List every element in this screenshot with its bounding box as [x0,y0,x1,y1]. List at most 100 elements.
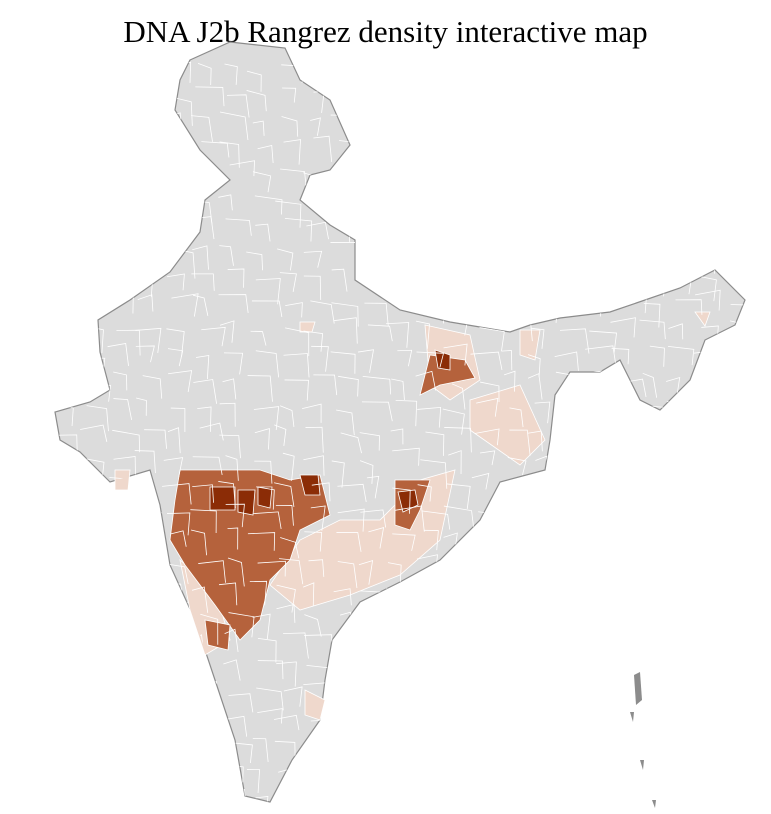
district-border [358,112,372,131]
district-border [640,791,661,802]
district-border [257,144,274,164]
district-border [115,718,137,734]
district-border [78,69,100,94]
district-border [696,579,708,600]
region-high-1[interactable] [209,486,236,511]
district-border [386,85,407,106]
district-border [481,664,507,687]
district-border [285,327,310,357]
island[interactable] [652,800,656,808]
district-border [582,121,603,139]
district-border [589,330,618,353]
district-border [641,583,670,602]
district-border [336,532,362,552]
district-border [728,476,745,502]
district-border [448,747,472,774]
district-border [503,657,519,684]
district-border [449,606,465,637]
region-low-gujarat[interactable] [114,469,131,491]
district-border [330,351,356,374]
district-border [610,317,636,338]
district-border [311,482,331,502]
district-border [331,302,359,327]
district-border [423,529,439,551]
district-border [564,534,577,553]
district-border [649,91,667,113]
district-border [453,278,476,298]
district-border [480,788,501,802]
district-border [192,730,210,750]
district-border [730,304,745,324]
district-border [728,373,743,392]
district-border [363,609,382,633]
region-mid-maharashtra[interactable] [169,469,331,641]
district-border [80,424,108,442]
region-high-5[interactable] [397,489,419,513]
district-border [562,274,589,296]
district-border [285,302,303,318]
region-high-2[interactable] [237,489,256,516]
district-border [527,688,554,716]
district-border [649,345,665,367]
district-border [55,84,65,107]
region-low-bengal[interactable] [469,384,546,466]
district-border [588,241,609,267]
district-border [670,583,690,609]
district-border [284,379,309,401]
district-border [394,635,421,657]
district-border [640,450,663,468]
district-border [283,139,301,165]
district-border [676,201,692,221]
district-border [615,478,641,500]
district-border [140,114,162,132]
district-border [668,121,689,145]
region-high-3[interactable] [257,486,273,509]
district-border [592,190,604,218]
district-border [310,117,321,136]
district-border [389,68,419,99]
district-border [587,716,603,742]
region-low-up[interactable] [299,321,316,333]
region-low-assam[interactable] [694,311,711,327]
district-border [219,434,241,459]
island[interactable] [634,672,642,705]
region-low-tn[interactable] [304,689,326,721]
district-border [646,405,666,434]
district-border [640,689,668,713]
island[interactable] [630,712,634,722]
island[interactable] [640,760,644,770]
district-border [694,765,712,786]
region-low-bengal-north[interactable] [519,329,541,361]
district-border [451,642,478,672]
district-border [480,586,496,610]
district-border [387,562,402,587]
district-border [367,86,388,109]
district-border [166,328,185,357]
region-mid-bihar[interactable] [419,354,476,396]
district-border [616,586,632,614]
district-border [60,224,73,247]
district-border [389,681,400,703]
district-border [164,563,189,585]
district-border [219,320,235,343]
district-border [108,740,121,763]
district-border [106,580,131,597]
density-high-regions[interactable] [209,349,451,516]
district-border [166,714,187,737]
district-border [615,60,632,79]
map-title: DNA J2b Rangrez density interactive map [123,14,648,49]
district-border [110,631,128,657]
region-high-4[interactable] [299,474,321,496]
district-border [191,273,215,291]
district-border [367,270,396,291]
district-border [304,614,322,637]
india-outline[interactable] [54,41,746,803]
district-border [527,561,546,586]
andaman-islands[interactable] [630,672,656,808]
region-high-6[interactable] [434,349,451,371]
district-border [536,96,557,121]
district-border [561,70,577,89]
district-border [134,552,151,572]
district-border [582,59,606,80]
